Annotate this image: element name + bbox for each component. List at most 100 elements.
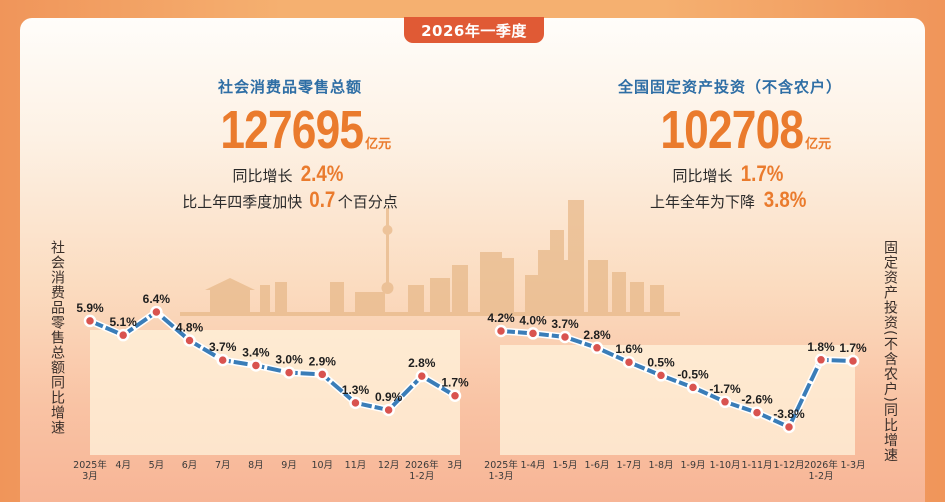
data-point-marker [316, 368, 329, 381]
data-point-label: 4.2% [487, 311, 515, 325]
data-point-marker [654, 369, 668, 382]
data-point-label: 3.7% [209, 340, 237, 354]
investment-prev-line: 上年全年为下降 3.8% [570, 187, 890, 213]
data-point-label: 1.7% [839, 341, 867, 355]
data-point-marker [590, 341, 604, 355]
data-point-label: 1.6% [615, 342, 643, 356]
retail-accel-label: 比上年四季度加快 [182, 193, 303, 211]
data-point-marker [150, 305, 163, 319]
data-point-label: -2.6% [741, 393, 773, 407]
retail-total-value: 127695 [220, 100, 364, 160]
city-skyline-illustration [180, 200, 680, 316]
x-tick-label: 2026年 1-2月 [804, 460, 838, 482]
data-point-label: -3.8% [773, 407, 805, 421]
x-tick-label: 1-4月 [520, 460, 546, 471]
retail-yoy-label: 同比增长 [232, 167, 293, 185]
x-tick-label: 1-6月 [584, 460, 610, 471]
data-point-marker [349, 396, 362, 410]
data-point-marker [526, 327, 540, 340]
x-tick-label: 8月 [248, 460, 264, 471]
data-point-marker [282, 366, 296, 379]
x-tick-label: 1-12月 [773, 460, 805, 471]
x-tick-label: 1-11月 [741, 460, 773, 471]
data-point-label: 0.5% [647, 355, 675, 369]
data-point-label: 2.8% [583, 328, 611, 342]
investment-yoy-value: 1.7% [741, 161, 784, 186]
x-tick-label: 3月 [447, 460, 463, 471]
investment-stat-block: 全国固定资产投资（不含农户） 102708 亿元 同比增长 1.7% 上年全年为下… [570, 76, 890, 213]
data-point-marker [622, 355, 636, 369]
investment-prev-value: 3.8% [763, 187, 807, 212]
data-point-marker [216, 353, 229, 367]
data-point-marker [415, 369, 429, 383]
retail-accel-value: 0.7 [309, 187, 336, 212]
data-point-label: 2.8% [408, 356, 436, 370]
data-point-marker [686, 381, 700, 394]
data-point-marker [116, 328, 130, 342]
x-tick-label: 4月 [115, 460, 131, 471]
x-tick-label: 2025年 1-3月 [484, 460, 518, 482]
investment-prev-label: 上年全年为下降 [650, 193, 756, 211]
x-tick-label: 12月 [377, 460, 400, 471]
investment-yoy-label: 同比增长 [672, 167, 733, 185]
data-point-label: 3.7% [551, 317, 579, 331]
x-tick-label: 2026年 1-2月 [404, 460, 439, 482]
data-point-marker [750, 406, 764, 419]
x-tick-label: 2025年 3月 [73, 460, 107, 482]
investment-title: 全国固定资产投资（不含农户） [617, 78, 842, 96]
data-point-label: 1.3% [342, 383, 370, 397]
data-point-label: 5.9% [76, 301, 104, 315]
data-point-label: -1.7% [709, 382, 741, 396]
retail-axis-title: 社会消费品零售总额同比增速 [49, 240, 65, 435]
retail-title: 社会消费品零售总额 [217, 78, 362, 96]
retail-yoy-value: 2.4% [301, 161, 344, 186]
data-point-marker [782, 420, 796, 434]
data-point-marker [494, 324, 508, 338]
retail-accel-line: 比上年四季度加快 0.7 个百分点 [120, 187, 460, 213]
data-point-label: 5.1% [110, 315, 138, 329]
investment-total-value: 102708 [660, 100, 804, 160]
x-tick-label: 1-5月 [552, 460, 578, 471]
x-tick-label: 7月 [214, 460, 231, 471]
x-tick-label: 5月 [148, 460, 165, 471]
x-tick-label: 1-8月 [648, 460, 674, 471]
x-tick-label: 1-9月 [680, 460, 706, 471]
data-point-label: 6.4% [143, 292, 171, 306]
data-point-marker [83, 314, 97, 328]
data-point-marker [183, 334, 196, 347]
investment-plot-area [500, 345, 855, 455]
data-point-label: 4.0% [519, 313, 547, 327]
retail-yoy-line: 同比增长 2.4% [120, 161, 460, 187]
data-point-label: 2.9% [309, 354, 337, 368]
data-point-marker [558, 330, 572, 344]
data-point-marker [448, 389, 462, 402]
data-point-marker [382, 403, 395, 417]
retail-plot-area [90, 330, 460, 455]
data-point-marker [846, 354, 860, 368]
data-point-label: 4.8% [176, 321, 204, 335]
x-tick-label: 1-10月 [709, 460, 741, 471]
x-tick-label: 9月 [281, 460, 297, 471]
x-tick-label: 1-3月 [840, 460, 866, 471]
data-point-label: 3.0% [275, 353, 303, 367]
investment-yoy-line: 同比增长 1.7% [570, 161, 890, 187]
retail-unit: 亿元 [365, 137, 392, 152]
x-tick-label: 1-7月 [616, 460, 642, 471]
data-point-label: 1.8% [807, 340, 835, 354]
investment-axis-title: 固定资产投资(不含农户)同比增速 [882, 240, 898, 463]
x-tick-label: 11月 [344, 460, 367, 471]
investment-unit: 亿元 [805, 137, 832, 152]
data-point-label: 1.7% [441, 376, 469, 390]
season-badge: 2026年一季度 [404, 17, 544, 43]
data-point-label: -0.5% [677, 367, 709, 381]
x-tick-label: 6月 [181, 460, 198, 471]
retail-accel-suffix: 个百分点 [337, 193, 398, 211]
data-point-marker [249, 359, 263, 372]
retail-stat-block: 社会消费品零售总额 127695 亿元 同比增长 2.4% 比上年四季度加快 0.… [120, 76, 460, 213]
data-point-marker [814, 353, 828, 367]
data-point-label: 0.9% [375, 390, 403, 404]
data-point-marker [718, 395, 732, 409]
data-point-label: 3.4% [242, 345, 270, 359]
series-line [89, 309, 457, 413]
